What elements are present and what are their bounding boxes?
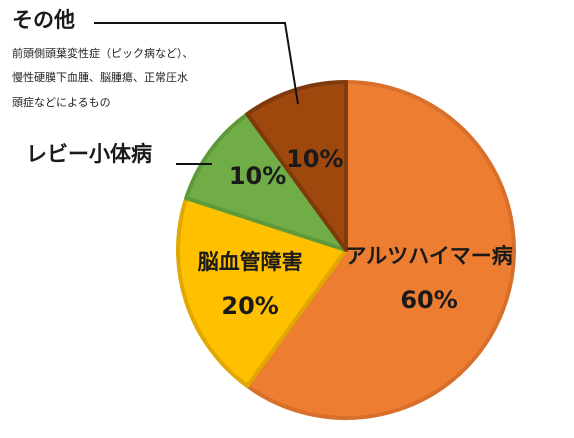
leader-line-other <box>94 22 299 105</box>
slice-label-alzheimer: アルツハイマー病 <box>345 244 512 268</box>
other-note-line-1: 前頭側頭葉変性症（ピック病など）、 <box>12 46 194 60</box>
slice-value-vascular: 20% <box>221 292 278 320</box>
pie-slice-alzheimer <box>245 80 516 420</box>
slice-label-other-outside: その他 <box>12 8 75 32</box>
slice-value-alzheimer: 60% <box>400 286 457 314</box>
pie-labels: アルツハイマー病 60% 脳血管障害 20% 10%10% <box>198 145 513 320</box>
slice-label-lewy-outside: レビー小体病 <box>26 142 152 166</box>
pie-slice-vascular <box>176 196 348 388</box>
other-note-line-2: 慢性硬膜下血腫、脳腫瘍、正常圧水 <box>12 70 188 84</box>
other-note-line-3: 頭症などによるもの <box>12 95 111 109</box>
slice-label-vascular: 脳血管障害 <box>198 250 303 274</box>
pie-slice-other <box>245 80 348 252</box>
slice-value-lewy: 10% <box>229 162 286 190</box>
slice-value-other: 10% <box>286 145 343 173</box>
pie-slice-lewy <box>184 112 348 252</box>
pie-slices <box>176 80 516 420</box>
